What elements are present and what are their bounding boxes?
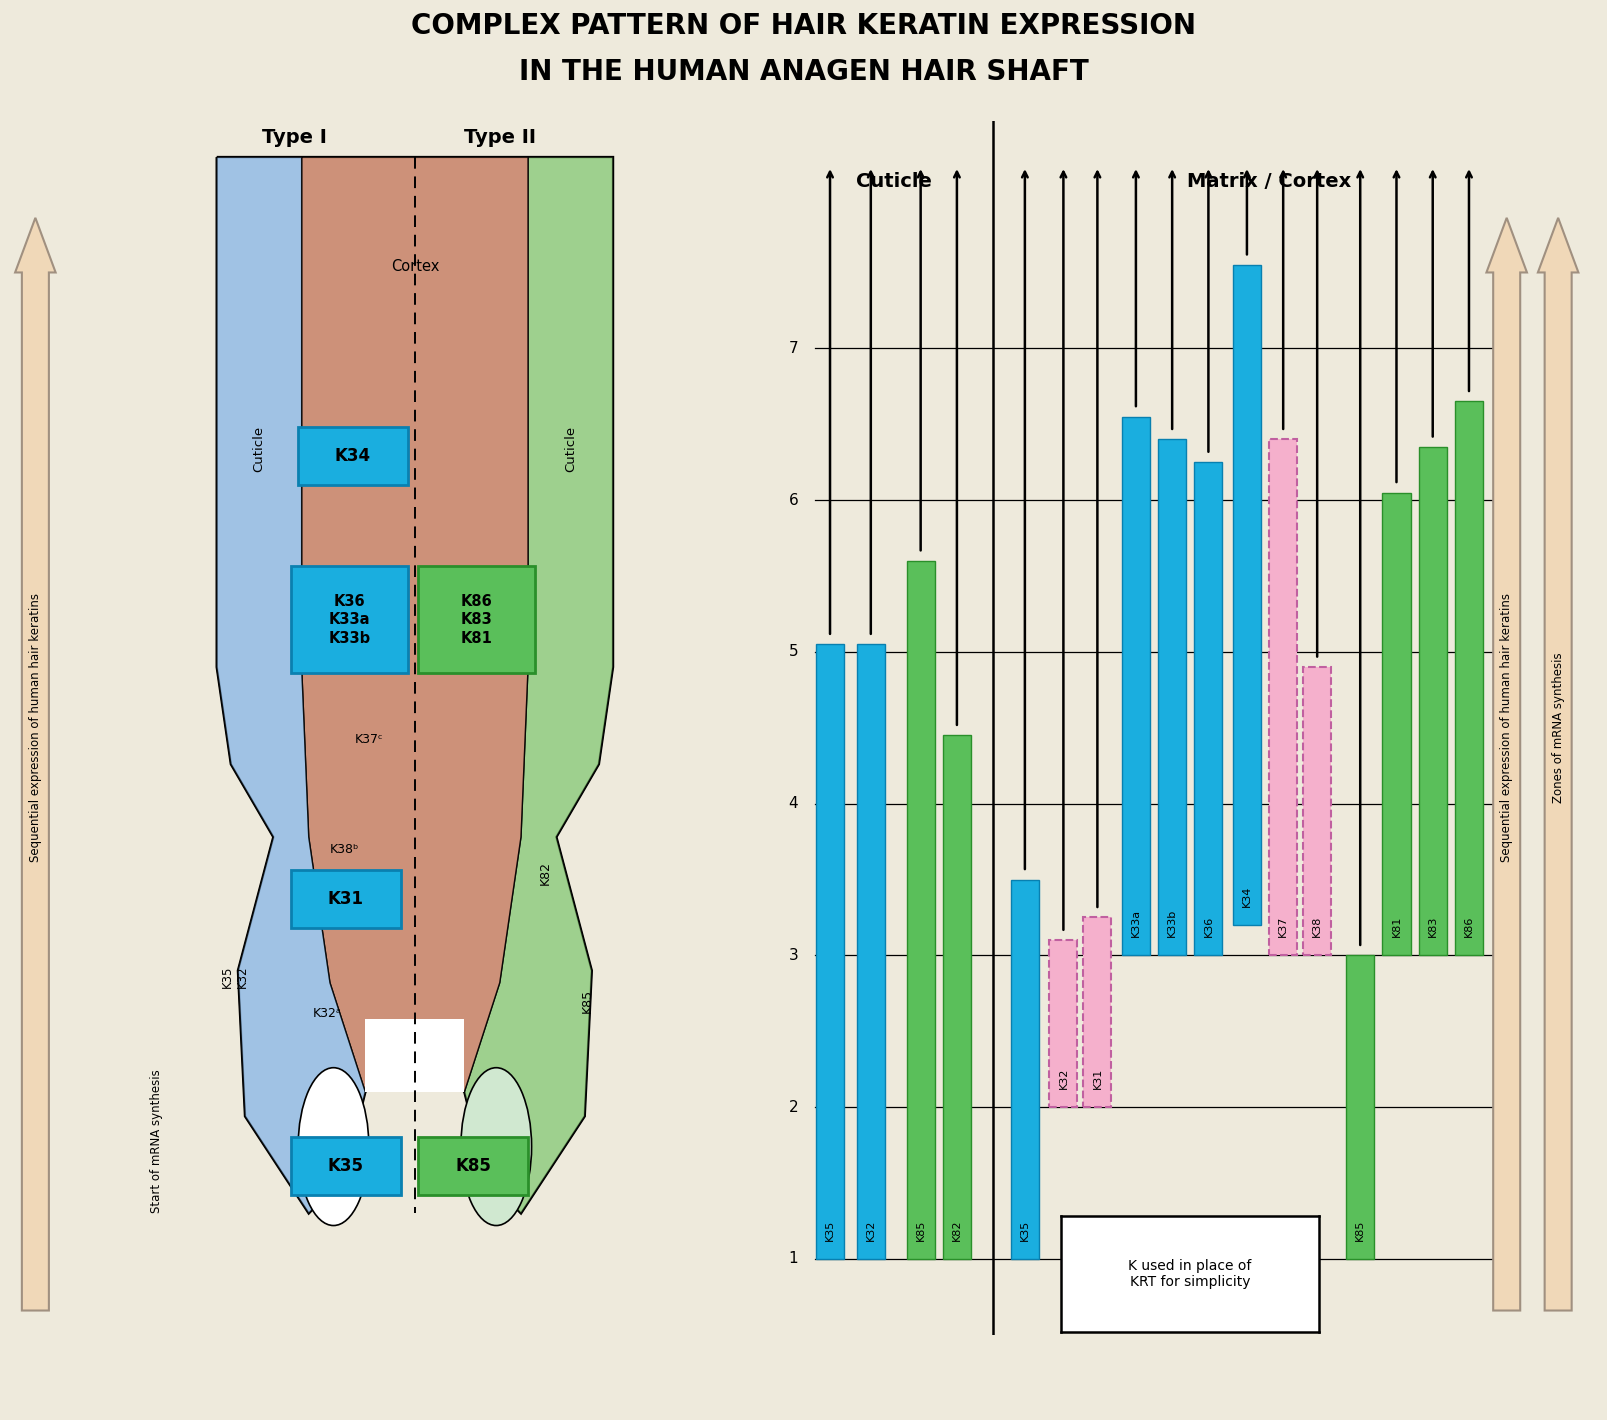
Bar <box>1083 917 1110 1108</box>
Text: K37ᶜ: K37ᶜ <box>355 733 382 747</box>
Text: K35: K35 <box>328 1157 363 1174</box>
FancyArrow shape <box>1536 217 1578 1311</box>
Text: K86
K83
K81: K86 K83 K81 <box>461 594 492 646</box>
Bar <box>365 1020 464 1092</box>
Text: 6: 6 <box>787 493 797 507</box>
Text: 3: 3 <box>787 949 797 963</box>
Bar <box>1382 493 1409 956</box>
Text: K83: K83 <box>1427 916 1437 937</box>
Text: K35
K32: K35 K32 <box>220 966 249 988</box>
Text: 5: 5 <box>787 645 797 659</box>
Text: Sequential expression of human hair keratins: Sequential expression of human hair kera… <box>29 594 42 862</box>
Text: K85: K85 <box>580 988 593 1012</box>
Bar <box>1011 879 1038 1260</box>
Ellipse shape <box>297 1068 368 1225</box>
Text: K34: K34 <box>1241 886 1252 907</box>
Text: K82: K82 <box>538 862 551 886</box>
Text: K31: K31 <box>1091 1068 1102 1089</box>
Bar <box>291 1137 400 1196</box>
Text: Cortex: Cortex <box>391 258 439 274</box>
Text: K32ᵃ: K32ᵃ <box>312 1007 341 1020</box>
Bar <box>942 736 971 1260</box>
Bar <box>1194 462 1221 956</box>
Bar <box>1417 447 1446 956</box>
Text: K31: K31 <box>328 890 363 907</box>
Text: Cuticle: Cuticle <box>564 426 577 471</box>
Text: K32: K32 <box>865 1220 876 1241</box>
PathPatch shape <box>217 158 365 1213</box>
Bar <box>1233 266 1260 924</box>
Bar <box>1302 667 1331 956</box>
Text: 1: 1 <box>787 1251 797 1267</box>
PathPatch shape <box>302 158 527 1092</box>
Text: Type II: Type II <box>463 128 535 148</box>
Text: Cuticle: Cuticle <box>855 172 930 190</box>
FancyArrow shape <box>14 217 56 1311</box>
Bar <box>857 645 884 1260</box>
Text: Matrix / Cortex: Matrix / Cortex <box>1186 172 1351 190</box>
FancyArrow shape <box>1485 217 1527 1311</box>
Text: K36
K33a
K33b: K36 K33a K33b <box>328 594 370 646</box>
Text: IN THE HUMAN ANAGEN HAIR SHAFT: IN THE HUMAN ANAGEN HAIR SHAFT <box>519 58 1088 87</box>
Bar <box>815 645 844 1260</box>
Text: 2: 2 <box>787 1099 797 1115</box>
Bar <box>291 567 408 673</box>
Ellipse shape <box>461 1068 532 1225</box>
Text: Sequential expression of human hair keratins: Sequential expression of human hair kera… <box>1499 594 1512 862</box>
Text: K used in place of
KRT for simplicity: K used in place of KRT for simplicity <box>1128 1258 1250 1289</box>
Text: K86: K86 <box>1462 916 1474 937</box>
Bar <box>1345 956 1374 1260</box>
Bar <box>1157 439 1186 956</box>
Text: K33a: K33a <box>1130 909 1141 937</box>
Bar <box>418 567 535 673</box>
Text: K85: K85 <box>914 1220 926 1241</box>
Bar <box>418 1137 527 1196</box>
Bar <box>297 426 408 486</box>
Text: K37: K37 <box>1278 916 1287 937</box>
Text: K34: K34 <box>334 447 371 464</box>
PathPatch shape <box>464 158 612 1213</box>
Text: Start of mRNA synthesis: Start of mRNA synthesis <box>149 1069 162 1213</box>
Text: K82: K82 <box>951 1220 961 1241</box>
Bar <box>906 561 934 1260</box>
Text: K38: K38 <box>1311 916 1321 937</box>
Text: K32: K32 <box>1057 1068 1067 1089</box>
Text: COMPLEX PATTERN OF HAIR KERATIN EXPRESSION: COMPLEX PATTERN OF HAIR KERATIN EXPRESSI… <box>411 11 1196 40</box>
Bar <box>291 870 400 929</box>
Bar <box>1454 402 1482 956</box>
Bar <box>1049 940 1077 1108</box>
Text: Type I: Type I <box>262 128 326 148</box>
Text: K38ᵇ: K38ᵇ <box>329 842 358 856</box>
Text: K81: K81 <box>1390 916 1401 937</box>
Text: K85: K85 <box>455 1157 490 1174</box>
Text: 4: 4 <box>787 797 797 811</box>
Bar <box>1122 416 1149 956</box>
Text: K33b: K33b <box>1167 909 1176 937</box>
Text: K85: K85 <box>1355 1220 1364 1241</box>
Text: 7: 7 <box>787 341 797 356</box>
Text: K36: K36 <box>1202 916 1213 937</box>
Text: Cuticle: Cuticle <box>252 426 265 471</box>
Text: Zones of mRNA synthesis: Zones of mRNA synthesis <box>1551 652 1564 804</box>
Text: K35: K35 <box>824 1220 834 1241</box>
Bar <box>1268 439 1297 956</box>
Text: K35: K35 <box>1019 1220 1028 1241</box>
PathPatch shape <box>217 158 612 1213</box>
